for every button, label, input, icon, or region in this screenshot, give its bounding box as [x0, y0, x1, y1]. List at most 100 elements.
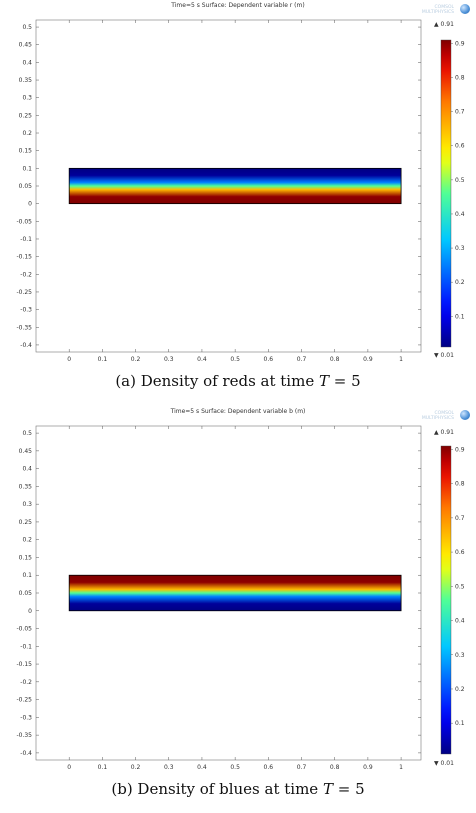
- x-tick-label: 0.5: [230, 764, 240, 771]
- y-tick-label: -0.2: [20, 271, 32, 278]
- y-tick-label: 0.35: [19, 77, 33, 84]
- globe-icon: [460, 410, 470, 420]
- caption-value: = 5: [332, 780, 365, 798]
- x-tick-label: 0.7: [297, 356, 307, 363]
- colorbar-tick-label: 0.6: [455, 549, 465, 556]
- colorbar-tick-label: 0.7: [455, 109, 465, 116]
- comsol-logo: COMSOL MULTIPHYSICS: [422, 3, 472, 17]
- colorbar-tick-label: 0.1: [455, 313, 465, 320]
- y-tick-label: 0.15: [19, 554, 33, 561]
- colorbar-min-label: ▼ 0.01: [434, 760, 454, 767]
- y-tick-label: 0.3: [22, 95, 32, 102]
- panel-b: Time=5 s Surface: Dependent variable b (…: [0, 406, 476, 813]
- heatmap-plot: 0.5 0.45 0.4 0.35 0.3 0.25 0.2 0.15 0.1 0.05 0 -0.0…: [16, 19, 465, 363]
- y-tick-label: -0.05: [16, 626, 32, 633]
- panel-a: Time=5 s Surface: Dependent variable r (…: [0, 0, 476, 406]
- x-tick-label: 0.6: [264, 764, 274, 771]
- colorbar-tick-label: 0.9: [455, 446, 465, 453]
- density-surface: [68, 574, 402, 612]
- figure-caption: (a) Density of reds at time T = 5: [0, 372, 476, 390]
- y-tick-label: 0.05: [19, 183, 33, 190]
- y-tick-label: 0.35: [19, 483, 33, 490]
- colorbar: [440, 39, 452, 348]
- y-tick-label: 0.4: [22, 466, 32, 473]
- caption-value: = 5: [329, 372, 361, 390]
- logo-text-line-1: COMSOL: [434, 411, 454, 416]
- x-tick-label: 0.2: [131, 764, 141, 771]
- colorbar: [440, 445, 452, 755]
- y-tick-label: 0.25: [19, 112, 33, 119]
- colorbar-tick-label: 0.8: [455, 481, 465, 488]
- y-tick-label: 0.1: [22, 572, 32, 579]
- logo-text-line-1: COMSOL: [434, 5, 454, 10]
- y-tick-label: 0.05: [19, 590, 33, 597]
- x-tick-label: 0.6: [264, 356, 274, 363]
- x-tick-label: 0.3: [164, 356, 174, 363]
- x-tick-label: 0.1: [98, 764, 108, 771]
- comsol-logo: COMSOL MULTIPHYSICS: [422, 409, 472, 423]
- y-tick-label: -0.4: [20, 750, 32, 757]
- y-tick-label: 0: [28, 608, 32, 615]
- y-tick-label: -0.05: [16, 218, 32, 225]
- y-tick-label: -0.25: [16, 289, 32, 296]
- y-tick-label: -0.1: [20, 643, 32, 650]
- colorbar-tick-label: 0.2: [455, 686, 465, 693]
- logo-text: COMSOL MULTIPHYSICS: [422, 411, 454, 421]
- x-tick-label: 0.8: [330, 356, 340, 363]
- y-tick-label: -0.25: [16, 697, 32, 704]
- figure-caption: (b) Density of blues at time T = 5: [0, 780, 476, 798]
- x-tick-label: 1: [399, 764, 403, 771]
- y-tick-label: -0.3: [20, 307, 32, 314]
- colorbar-tick-label: 0.3: [455, 245, 465, 252]
- colorbar-tick-label: 0.2: [455, 279, 465, 286]
- caption-text: (b) Density of blues at time: [111, 780, 323, 798]
- colorbar-tick-label: 0.1: [455, 720, 465, 727]
- y-tick-label: 0.4: [22, 59, 32, 66]
- y-tick-label: 0: [28, 201, 32, 208]
- y-tick-label: 0.2: [22, 537, 32, 544]
- globe-icon: [460, 4, 470, 14]
- plot-title: Time=5 s Surface: Dependent variable r (…: [171, 2, 305, 9]
- y-tick-label: 0.25: [19, 519, 33, 526]
- y-tick-label: 0.45: [19, 448, 33, 455]
- colorbar-tick-label: 0.5: [455, 583, 465, 590]
- x-tick-label: 0.9: [363, 356, 373, 363]
- heatmap-plot: 0.5 0.45 0.4 0.35 0.3 0.25 0.2 0.15 0.1 0.05 0 -0.0…: [16, 425, 465, 771]
- y-tick-label: -0.2: [20, 679, 32, 686]
- colorbar-tick-label: 0.6: [455, 143, 465, 150]
- y-tick-label: 0.2: [22, 130, 32, 137]
- plot-title: Time=5 s Surface: Dependent variable b (…: [170, 408, 306, 415]
- colorbar-tick-label: 0.4: [455, 211, 465, 218]
- y-tick-label: -0.15: [16, 254, 32, 261]
- logo-text-line-2: MULTIPHYSICS: [421, 10, 454, 15]
- density-surface: [68, 167, 402, 205]
- caption-text: (a) Density of reds at time: [115, 372, 319, 390]
- y-tick-label: -0.35: [16, 732, 32, 739]
- caption-variable: T: [322, 780, 333, 798]
- y-tick-label: 0.5: [22, 24, 32, 31]
- x-tick-label: 0: [67, 764, 71, 771]
- colorbar-tick-label: 0.8: [455, 75, 465, 82]
- x-tick-label: 0.7: [297, 764, 307, 771]
- x-tick-label: 0.3: [164, 764, 174, 771]
- colorbar-tick-label: 0.5: [455, 177, 465, 184]
- x-tick-label: 0.5: [230, 356, 240, 363]
- caption-variable: T: [318, 372, 329, 390]
- x-tick-label: 0.9: [363, 764, 373, 771]
- y-tick-label: -0.15: [16, 661, 32, 668]
- x-tick-label: 0.8: [330, 764, 340, 771]
- y-tick-label: -0.3: [20, 714, 32, 721]
- y-tick-label: -0.1: [20, 236, 32, 243]
- colorbar-min-label: ▼ 0.01: [434, 352, 454, 359]
- colorbar-max-label: ▲ 0.91: [434, 21, 454, 28]
- x-tick-label: 1: [399, 356, 403, 363]
- logo-text: COMSOL MULTIPHYSICS: [422, 5, 454, 15]
- y-tick-label: -0.4: [20, 342, 32, 349]
- colorbar-tick-label: 0.4: [455, 618, 465, 625]
- colorbar-tick-label: 0.3: [455, 652, 465, 659]
- x-tick-label: 0: [67, 356, 71, 363]
- y-tick-label: 0.15: [19, 148, 33, 155]
- y-tick-label: 0.1: [22, 165, 32, 172]
- x-tick-label: 0.4: [197, 356, 207, 363]
- colorbar-tick-label: 0.9: [455, 40, 465, 47]
